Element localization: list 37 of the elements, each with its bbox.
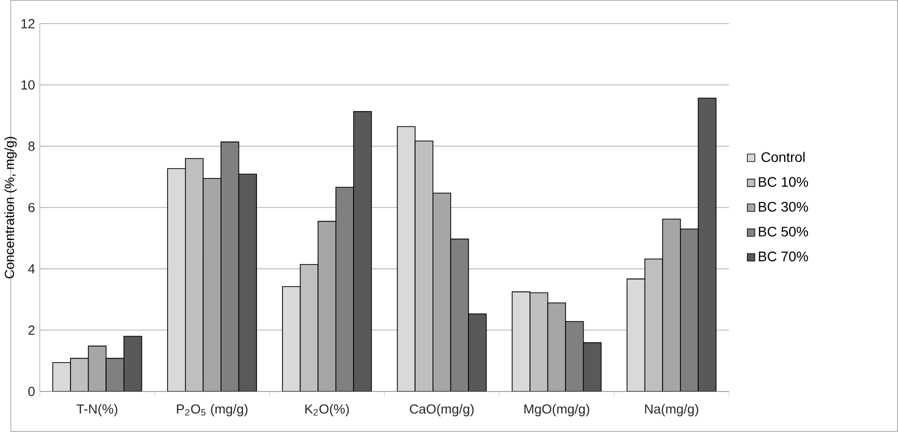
bar: [70, 358, 89, 392]
bar: [565, 321, 584, 392]
bar: [185, 158, 204, 392]
bar: [450, 238, 469, 392]
bar: [582, 342, 602, 392]
bar: [300, 264, 318, 392]
x-tick-label: MgO(mg/g): [524, 404, 590, 416]
bar: [414, 140, 434, 392]
bar: [106, 358, 124, 392]
x-tick-label: K$_{2}$O(%): [305, 404, 349, 416]
bar: [238, 174, 257, 392]
x-tick-label: T-N(%): [76, 404, 118, 416]
x-tick-label: P$_{2}$O$_{5}$ (mg/g): [176, 404, 248, 416]
y-tick-label: 6: [28, 202, 35, 212]
legend-label: Control: [762, 152, 805, 162]
y-tick-label: 4: [28, 264, 35, 274]
legend-label: BC 30%: [758, 202, 808, 212]
x-tick-label: Na(mg/g): [645, 404, 698, 416]
bar: [220, 142, 240, 392]
y-tick-label: 12: [21, 19, 34, 28]
x-tick-label: CaO(mg/g): [410, 404, 474, 416]
y-tick-label: 0: [28, 386, 35, 396]
legend-label: BC 50%: [758, 226, 808, 237]
bar: [680, 228, 699, 392]
bar: [530, 292, 548, 392]
legend-label: BC 70%: [758, 252, 808, 262]
y-tick-label: 2: [28, 326, 34, 335]
bar: [644, 258, 664, 392]
bar: [335, 186, 354, 392]
y-axis-title: Concentration (%, mg/g): [4, 136, 17, 278]
y-tick-label: 10: [21, 80, 35, 90]
y-tick-label: 8: [28, 142, 35, 151]
bar: [124, 336, 142, 392]
legend-label: BC 10%: [758, 177, 808, 187]
bar: [468, 314, 487, 392]
bar: [698, 98, 716, 392]
bar: [353, 111, 372, 392]
